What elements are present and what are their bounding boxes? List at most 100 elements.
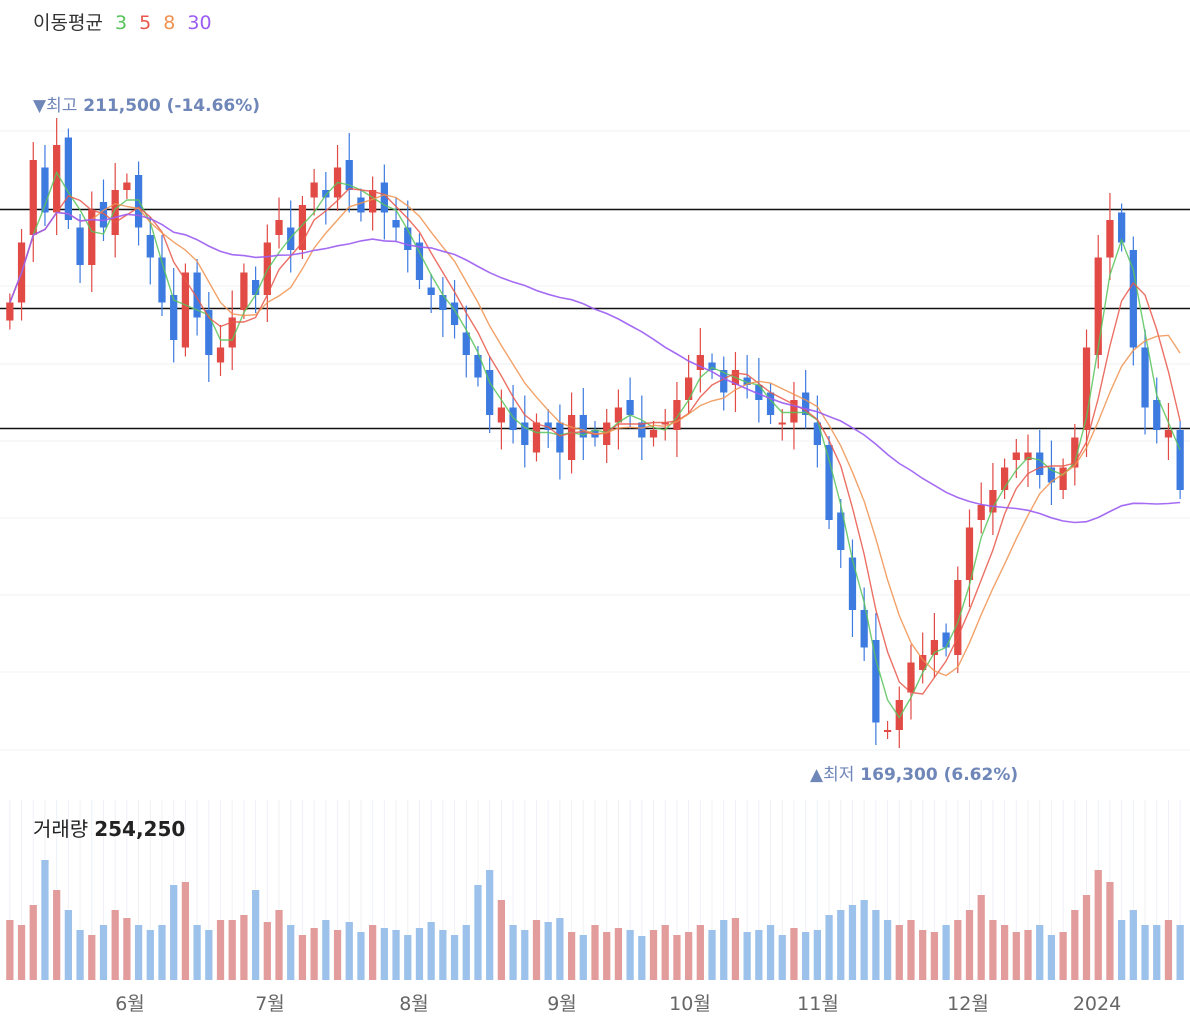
volume-bar	[649, 930, 658, 980]
volume-bar	[930, 932, 939, 980]
candle-down	[743, 377, 751, 385]
candle-up	[6, 302, 14, 321]
moving-average-lines	[9, 170, 1181, 719]
candle-up	[53, 145, 61, 213]
volume-bar	[263, 922, 271, 980]
candle-down	[848, 557, 857, 610]
volume-bar	[474, 885, 482, 980]
candle-down	[486, 370, 494, 415]
volume-bar	[404, 935, 412, 980]
candle-up	[1024, 452, 1032, 460]
candle-down	[41, 167, 49, 213]
legend-title: 이동평균	[33, 12, 103, 34]
volume-bar	[369, 925, 377, 980]
candle-down	[544, 422, 552, 430]
candle-up	[298, 205, 307, 250]
candle-down	[825, 445, 833, 520]
candle-down	[64, 137, 72, 220]
candle-down	[638, 422, 646, 438]
candle-up	[1012, 452, 1020, 460]
candle-up	[696, 355, 704, 370]
candle-down	[837, 512, 845, 550]
candle-down	[357, 197, 365, 213]
candle-up	[228, 317, 236, 348]
volume-bar	[556, 918, 564, 980]
candle-down	[450, 302, 459, 325]
candle-up	[1164, 430, 1173, 438]
candle-down	[1047, 467, 1056, 483]
volume-label: 거래량	[33, 817, 89, 841]
candle-down	[251, 280, 260, 295]
candle-down	[556, 422, 564, 453]
candles	[6, 118, 1184, 748]
volume-bar	[1036, 925, 1044, 980]
volume-bar	[1164, 920, 1173, 980]
volume-bar	[497, 900, 506, 980]
candle-up	[989, 490, 997, 513]
ma8-line	[9, 193, 1181, 677]
volume-bar	[427, 922, 435, 980]
volume-bar	[111, 910, 119, 980]
high-label: 최고	[46, 96, 78, 116]
high-annotation: ▼최고 211,500 (-14.66%)	[33, 91, 260, 116]
volume-bar	[287, 925, 295, 980]
volume-bar	[778, 935, 786, 980]
volume-bar	[17, 925, 26, 980]
legend-ma30: 30	[187, 12, 212, 34]
ma3-line	[9, 170, 1181, 719]
volume-bar	[813, 930, 821, 980]
candle-down	[380, 182, 388, 213]
candle-down	[205, 310, 213, 355]
volume-bar	[895, 925, 903, 980]
volume-bar	[462, 925, 470, 980]
volume-bar	[567, 932, 576, 980]
candle-up	[1094, 257, 1102, 355]
volume-bar	[989, 920, 997, 980]
candle-up	[29, 160, 37, 235]
volume-bar	[1106, 882, 1114, 980]
candle-up	[310, 182, 318, 198]
volume-bar	[134, 925, 143, 980]
candle-up	[649, 430, 658, 438]
candle-down	[415, 242, 424, 280]
candle-up	[1082, 347, 1091, 430]
candle-up	[684, 377, 693, 400]
candle-down	[1153, 400, 1161, 430]
legend-ma3: 3	[114, 12, 128, 34]
volume-bar	[76, 930, 84, 980]
volume-bar	[99, 925, 108, 980]
candle-down	[860, 610, 868, 648]
candle-up	[1000, 467, 1009, 490]
volume-bar	[860, 900, 868, 980]
volume-bar	[766, 925, 775, 980]
volume-bar	[883, 920, 892, 980]
x-tick-label: 9월	[547, 993, 577, 1015]
candle-up	[790, 400, 798, 423]
volume-bar	[872, 910, 880, 980]
volume-bar	[579, 935, 587, 980]
candle-up	[1106, 220, 1114, 258]
candle-up	[111, 190, 119, 235]
x-tick-label: 10월	[669, 993, 711, 1015]
x-axis-ticks: 6월 7월 8월 9월 10월 11월 12월 2024	[115, 993, 1121, 1015]
volume-bar	[661, 925, 669, 980]
volume-bar	[1141, 925, 1149, 980]
x-tick-label: 6월	[115, 993, 145, 1015]
candle-up	[954, 580, 962, 655]
volume-bar	[275, 910, 283, 980]
volume-bar	[720, 920, 728, 980]
candle-down	[193, 272, 201, 318]
candle-up	[123, 182, 131, 190]
candle-up	[88, 209, 96, 265]
candle-down	[766, 392, 775, 415]
candle-down	[287, 227, 295, 250]
candle-down	[509, 407, 517, 430]
candle-down	[1141, 347, 1149, 408]
volume-bar	[696, 925, 704, 980]
candle-down	[708, 362, 716, 370]
candle-up	[181, 272, 190, 348]
volume-bar	[837, 910, 845, 980]
candle-down	[626, 400, 634, 415]
candle-up	[1071, 437, 1079, 468]
